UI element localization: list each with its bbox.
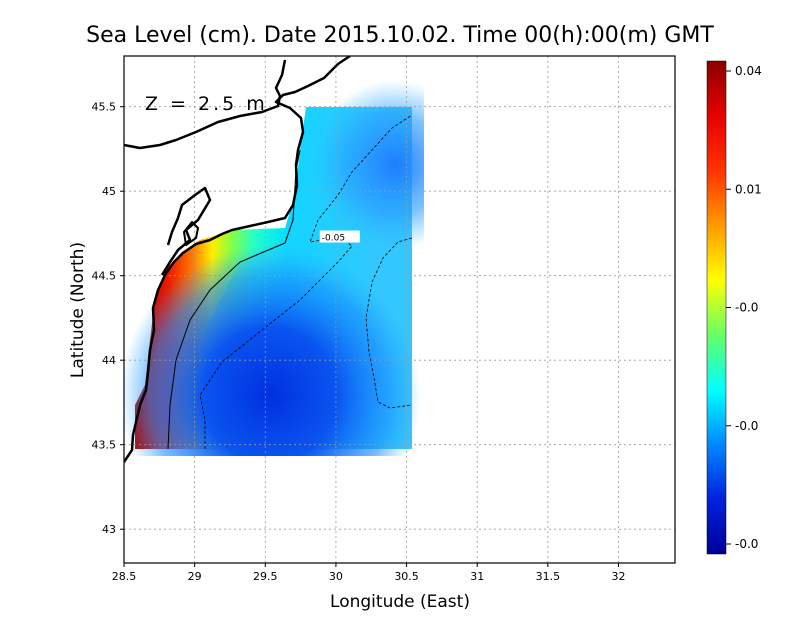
coastline-lagoon <box>183 221 199 246</box>
colorbar-tick-label: 0.01 <box>735 182 762 196</box>
contour-label: -0.05 <box>322 234 345 244</box>
x-tick-label: 31 <box>470 570 484 583</box>
colorbar-ticks: 0.04 0.01 -0.0 -0.0 -0.0 <box>726 64 762 551</box>
x-tick-label: 32 <box>611 570 625 583</box>
colorbar-tick-label: -0.0 <box>735 419 758 433</box>
contour-label-bg <box>319 230 360 243</box>
chart-title: Sea Level (cm). Date 2015.10.02. Time 00… <box>86 23 714 48</box>
x-tick-label: 30 <box>329 570 343 583</box>
x-tick-label: 31.5 <box>536 570 561 583</box>
x-tick-label: 28.5 <box>112 570 137 583</box>
coastline-danube-delta <box>160 186 212 276</box>
y-tick-label: 43 <box>102 523 116 536</box>
x-axis-ticks: 28.5 29 29.5 30 30.5 31 31.5 32 <box>112 563 625 583</box>
y-tick-label: 45 <box>102 185 116 198</box>
coastline-north <box>124 59 287 150</box>
x-axis-label: Longitude (East) <box>330 592 470 612</box>
y-axis-ticks: 43 43.5 44 44.5 45 45.5 <box>92 101 124 536</box>
plot-area: -0.05 <box>124 56 675 563</box>
depth-annotation: Z = 2.5 m <box>145 93 268 115</box>
y-axis-label: Latitude (North) <box>68 242 88 378</box>
x-tick-label: 29 <box>188 570 202 583</box>
colorbar-tick-label: -0.0 <box>735 537 758 551</box>
colorbar <box>706 60 727 555</box>
y-tick-label: 43.5 <box>92 439 117 452</box>
coastline <box>124 56 351 463</box>
contour-line-east <box>365 237 413 409</box>
sea-level-low-north <box>300 80 424 260</box>
x-tick-label: 30.5 <box>394 570 419 583</box>
y-tick-label: 44.5 <box>92 270 117 283</box>
colorbar-tick-label: -0.0 <box>735 301 758 315</box>
x-tick-label: 29.5 <box>253 570 278 583</box>
colorbar-tick-label: 0.04 <box>735 64 762 78</box>
plot-frame <box>123 55 676 564</box>
y-tick-label: 44 <box>102 354 116 367</box>
gridlines <box>124 56 675 563</box>
contour-label-group: -0.05 <box>319 230 360 244</box>
y-tick-label: 45.5 <box>92 101 117 114</box>
sea-level-field <box>124 56 424 456</box>
